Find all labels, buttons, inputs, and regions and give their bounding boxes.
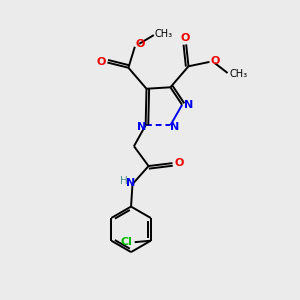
Text: Cl: Cl	[121, 237, 133, 247]
Text: N: N	[126, 178, 136, 188]
Text: CH₃: CH₃	[155, 28, 173, 39]
Text: O: O	[96, 57, 106, 67]
Text: O: O	[211, 56, 220, 66]
Text: O: O	[181, 33, 190, 43]
Text: N: N	[170, 122, 179, 132]
Text: H: H	[121, 176, 128, 186]
Text: CH₃: CH₃	[229, 70, 248, 80]
Text: N: N	[184, 100, 193, 110]
Text: O: O	[135, 39, 145, 50]
Text: N: N	[136, 122, 146, 132]
Text: O: O	[174, 158, 184, 168]
